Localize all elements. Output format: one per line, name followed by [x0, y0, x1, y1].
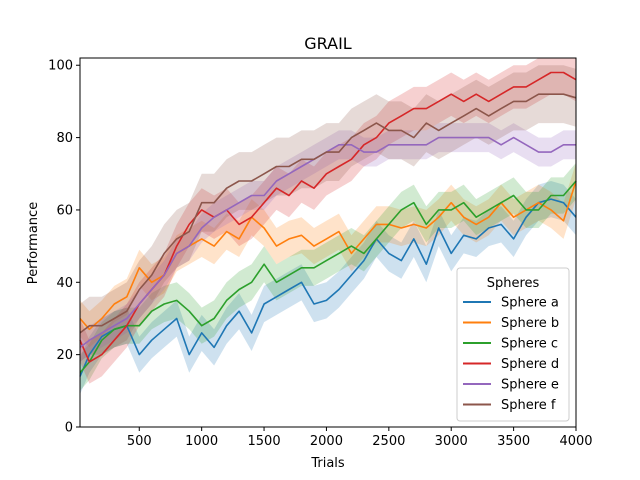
line-sphere-c — [79, 180, 577, 374]
y-axis-ticks: 0 20 40 60 80 100 — [48, 59, 80, 436]
x-tick-label: 3000 — [435, 434, 468, 449]
legend-label: Sphere f — [501, 398, 556, 413]
band-sphere-f — [80, 65, 576, 362]
legend-label: Sphere a — [501, 296, 559, 311]
x-axis-label: Trials — [310, 456, 345, 471]
x-tick-label: 1000 — [185, 434, 218, 449]
line-sphere-a — [79, 198, 577, 377]
x-tick-label: 500 — [127, 434, 152, 449]
series-lines — [79, 71, 577, 377]
band-sphere-a — [80, 181, 576, 395]
y-tick-label: 80 — [56, 131, 73, 146]
legend: Spheres Sphere a Sphere b Sphere c Sphere d… — [456, 267, 570, 422]
legend-label: Sphere c — [501, 337, 558, 352]
y-tick-label: 20 — [56, 348, 73, 363]
line-sphere-f — [79, 93, 577, 334]
legend-items: Sphere a Sphere b Sphere c Sphere d Sphere e… — [463, 296, 559, 413]
y-tick-label: 0 — [65, 421, 73, 436]
x-tick-label: 1500 — [248, 434, 281, 449]
legend-title: Spheres — [487, 276, 540, 291]
x-tick-label: 3500 — [497, 434, 530, 449]
x-tick-label: 2000 — [310, 434, 343, 449]
y-tick-label: 60 — [56, 203, 73, 218]
x-tick-label: 4000 — [559, 434, 592, 449]
y-tick-label: 100 — [48, 59, 73, 74]
x-tick-label: 2500 — [372, 434, 405, 449]
plot-area-frame — [79, 57, 577, 428]
y-tick-label: 40 — [56, 276, 73, 291]
legend-label: Sphere e — [501, 378, 559, 393]
band-sphere-c — [80, 162, 576, 391]
y-axis-label: Performance — [26, 202, 41, 284]
line-sphere-b — [79, 180, 577, 331]
chart-title: GRAIL — [304, 34, 352, 53]
legend-label: Sphere b — [501, 316, 559, 331]
x-axis-ticks: 500 1000 1500 2000 2500 3000 3500 4000 — [127, 427, 593, 449]
legend-label: Sphere d — [501, 357, 559, 372]
band-sphere-d — [80, 58, 576, 384]
legend-box — [456, 267, 570, 422]
